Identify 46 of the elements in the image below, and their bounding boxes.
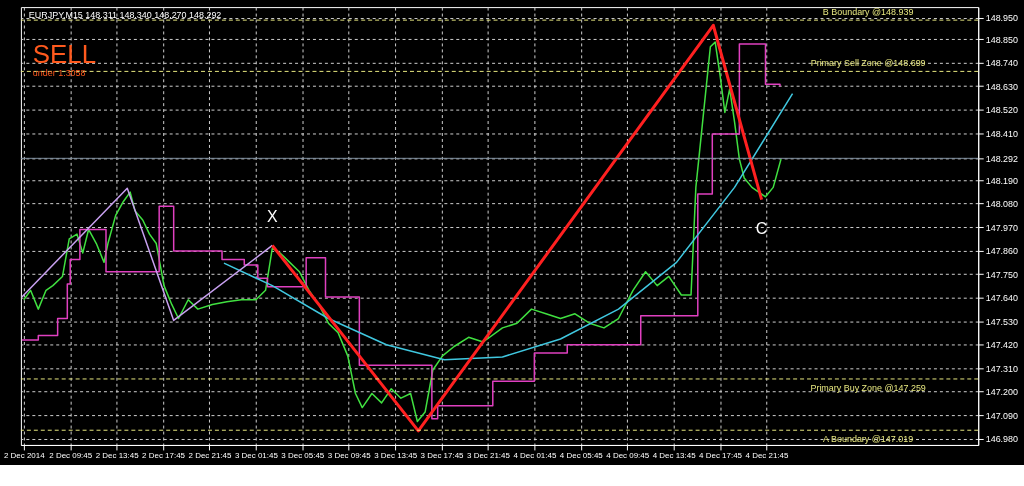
y-tick-label: 147.420 [985, 340, 1019, 351]
x-tick-label: 4 Dec 13:45 [652, 451, 697, 461]
x-tick-label: 2 Dec 09:45 [49, 451, 93, 461]
y-tick-label: 147.200 [985, 387, 1019, 398]
x-tick-label: 4 Dec 09:45 [606, 451, 650, 461]
x-tick-label: 2 Dec 13:45 [95, 451, 140, 461]
annotation: SELL [32, 39, 97, 68]
x-tick-label: 2 Dec 21:45 [188, 451, 232, 461]
y-tick-label: 148.190 [985, 175, 1019, 186]
y-tick-label: 147.970 [985, 222, 1019, 233]
y-tick-label: 148.630 [985, 81, 1019, 92]
y-tick-label: 148.950 [985, 13, 1019, 24]
x-tick-label: 2 Dec 2014 [3, 451, 46, 461]
annotation: under 1.3058 [32, 67, 86, 78]
y-tick-label: 146.980 [985, 434, 1019, 445]
y-tick-label: 148.740 [985, 58, 1019, 69]
x-tick-label: 3 Dec 09:45 [327, 451, 372, 461]
x-tick-label: 3 Dec 05:45 [281, 451, 325, 461]
x-tick-label: 4 Dec 01:45 [513, 451, 557, 461]
y-tick-label: 147.750 [985, 269, 1019, 280]
x-tick-label: 4 Dec 05:45 [559, 451, 604, 461]
annotation: EURJPY,M15 148.311 148.340 148.270 148.292 [28, 10, 222, 21]
y-tick-label: 147.310 [985, 363, 1019, 374]
line-series [223, 92, 794, 361]
y-tick-label: 147.860 [985, 246, 1019, 257]
x-tick-label: 3 Dec 21:45 [467, 451, 511, 461]
y-tick-label: 148.080 [985, 199, 1019, 210]
x-tick-label: 2 Dec 17:45 [142, 451, 186, 461]
ref-line-label: A Boundary @147.019 [823, 434, 914, 445]
x-tick-label: 3 Dec 17:45 [420, 451, 465, 461]
y-tick-label: 148.850 [985, 34, 1019, 45]
y-tick-label: 147.090 [985, 410, 1019, 421]
x-tick-label: 3 Dec 01:45 [234, 451, 279, 461]
x-tick-label: 3 Dec 13:45 [374, 451, 418, 461]
annotation: X [267, 207, 279, 225]
ref-line-label: Primary Buy Zone @147.259 [810, 382, 926, 393]
x-tick-label: 4 Dec 21:45 [745, 451, 789, 461]
ref-line-label: Primary Sell Zone @148.699 [810, 58, 926, 69]
y-tick-label: 148.292 [985, 153, 1019, 164]
x-tick-label: 4 Dec 17:45 [699, 451, 743, 461]
y-tick-label: 147.530 [985, 316, 1019, 327]
ref-line-label: B Boundary @148.939 [822, 7, 914, 18]
annotation: C [755, 220, 768, 238]
y-tick-label: 148.410 [985, 128, 1019, 139]
y-tick-label: 148.520 [985, 105, 1019, 116]
y-tick-label: 147.640 [985, 293, 1019, 304]
